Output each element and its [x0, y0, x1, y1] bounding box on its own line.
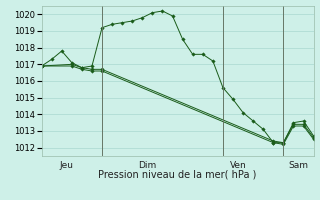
- Text: Dim: Dim: [138, 161, 156, 170]
- Text: Sam: Sam: [289, 161, 308, 170]
- X-axis label: Pression niveau de la mer( hPa ): Pression niveau de la mer( hPa ): [99, 170, 257, 180]
- Text: Ven: Ven: [230, 161, 246, 170]
- Text: Jeu: Jeu: [60, 161, 74, 170]
